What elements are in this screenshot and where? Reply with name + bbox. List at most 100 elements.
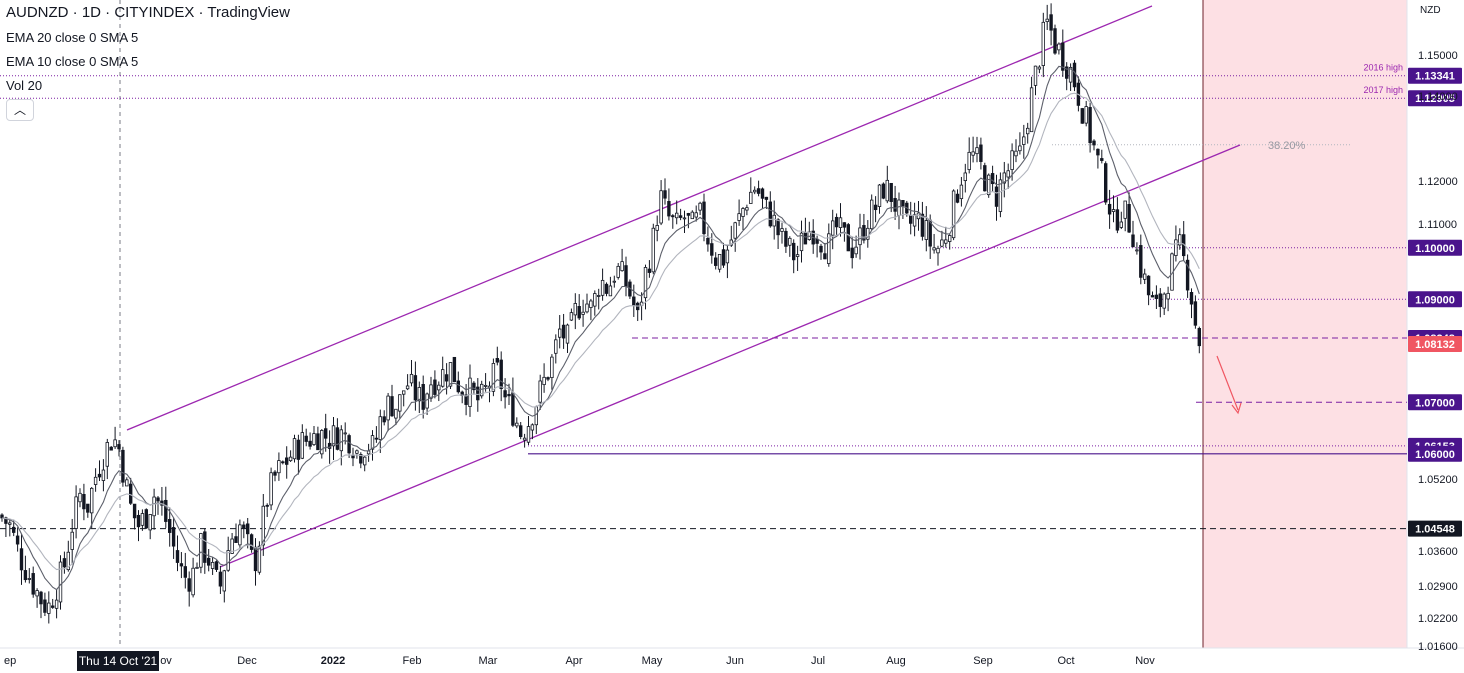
y-tick-label: 1.14000 bbox=[1418, 91, 1458, 103]
candle-body bbox=[998, 179, 1003, 212]
level-badge-1.09000 bbox=[1408, 291, 1462, 308]
candle-body bbox=[15, 535, 20, 545]
candle-body bbox=[710, 243, 714, 256]
candle-body bbox=[128, 483, 133, 504]
candle-body bbox=[831, 220, 835, 236]
candle-body bbox=[1127, 204, 1131, 233]
candle-body bbox=[394, 408, 398, 419]
candle-body bbox=[749, 191, 753, 204]
candle-body bbox=[682, 217, 687, 220]
candle-body bbox=[386, 395, 390, 421]
candle-body bbox=[4, 517, 8, 524]
candle-body bbox=[238, 524, 242, 546]
candle-body bbox=[581, 311, 585, 315]
candle-body bbox=[967, 151, 971, 170]
candle-body bbox=[284, 457, 289, 465]
candle-body bbox=[398, 394, 402, 412]
candle-body bbox=[499, 359, 503, 389]
candle-body bbox=[448, 362, 453, 387]
candle-body bbox=[554, 339, 558, 354]
candle-body bbox=[343, 432, 347, 435]
candle-body bbox=[624, 265, 628, 287]
candle-body bbox=[1123, 200, 1127, 219]
level-badge-1.07000 bbox=[1408, 394, 1462, 411]
x-tick-label: Aug bbox=[886, 655, 906, 667]
candle-body bbox=[366, 450, 371, 455]
indicator-volume[interactable]: Vol 20 bbox=[6, 78, 43, 93]
projection-arrow-line[interactable] bbox=[1216, 355, 1239, 411]
candle-body bbox=[1057, 43, 1061, 51]
candle-body bbox=[82, 494, 86, 510]
candle-body bbox=[35, 590, 39, 597]
candle-body bbox=[1131, 234, 1135, 248]
candle-body bbox=[561, 324, 566, 339]
candle-body bbox=[312, 433, 316, 445]
candle-body bbox=[600, 279, 605, 296]
candle-body bbox=[834, 216, 839, 228]
candle-body bbox=[546, 377, 550, 380]
candle-body bbox=[994, 186, 999, 207]
candle-body bbox=[199, 533, 203, 568]
candle-body bbox=[0, 514, 4, 519]
candle-body bbox=[335, 427, 340, 450]
indicator-ema20[interactable]: EMA 20 close 0 SMA 5 bbox=[6, 30, 139, 45]
chevron-up-icon: ︿ bbox=[13, 103, 26, 117]
candle-body bbox=[242, 524, 246, 529]
candle-body bbox=[101, 469, 106, 481]
candle-body bbox=[858, 227, 862, 246]
candle-body bbox=[54, 599, 59, 609]
candle-body bbox=[183, 566, 187, 578]
candle-body bbox=[983, 165, 987, 192]
candle-body bbox=[1092, 140, 1096, 146]
candle-body bbox=[507, 393, 511, 397]
candle-body bbox=[1002, 172, 1006, 184]
candle-body bbox=[932, 247, 936, 251]
candle-body bbox=[171, 527, 176, 547]
candle-body bbox=[745, 207, 749, 211]
candle-body bbox=[702, 201, 706, 235]
candle-body bbox=[951, 190, 956, 239]
candle-body bbox=[772, 214, 776, 227]
future-range-shade bbox=[1203, 0, 1407, 648]
x-tick-label: Sep bbox=[973, 655, 993, 667]
chart-legend: AUDNZD · 1D · CITYINDEX · TradingView EM… bbox=[6, 4, 290, 102]
candle-body bbox=[351, 455, 355, 459]
channel-lower-line[interactable] bbox=[219, 144, 1241, 568]
x-tick-label: ov bbox=[160, 655, 172, 667]
candle-body bbox=[191, 567, 195, 596]
candle-body bbox=[90, 487, 94, 514]
level-badge-1.10000 bbox=[1408, 239, 1462, 256]
candle-body bbox=[62, 558, 67, 568]
candle-body bbox=[792, 242, 796, 261]
candle-body bbox=[1104, 163, 1108, 203]
candle-body bbox=[959, 184, 964, 200]
y-tick-label: 1.02900 bbox=[1418, 581, 1458, 593]
candle-body bbox=[643, 267, 648, 299]
channel-upper-line[interactable] bbox=[126, 5, 1153, 431]
candle-body bbox=[1084, 106, 1088, 124]
level-badge-text-1.07000: 1.07000 bbox=[1415, 397, 1455, 409]
ema-20-line bbox=[1, 92, 1200, 571]
candle-body bbox=[608, 285, 613, 297]
candle-body bbox=[203, 531, 207, 563]
candle-body bbox=[187, 578, 191, 592]
candle-body bbox=[1119, 221, 1123, 228]
symbol-title[interactable]: AUDNZD · 1D · CITYINDEX · TradingView bbox=[6, 4, 290, 21]
candle-body bbox=[784, 230, 788, 247]
candle-body bbox=[164, 499, 168, 522]
x-tick-label: Feb bbox=[403, 655, 422, 667]
candle-body bbox=[261, 505, 265, 546]
collapse-legend-button[interactable]: ︿ bbox=[6, 99, 34, 121]
candle-body bbox=[374, 437, 379, 440]
candle-body bbox=[893, 198, 897, 212]
candle-body bbox=[1100, 158, 1104, 161]
candle-body bbox=[1068, 67, 1073, 83]
candle-body bbox=[764, 196, 769, 200]
candle-body bbox=[1115, 209, 1120, 231]
candle-body bbox=[86, 503, 90, 513]
fib-level-label: 38.20% bbox=[1268, 140, 1306, 152]
indicator-ema10[interactable]: EMA 10 close 0 SMA 5 bbox=[6, 54, 139, 69]
candle-body bbox=[47, 602, 51, 614]
candle-body bbox=[753, 189, 757, 193]
